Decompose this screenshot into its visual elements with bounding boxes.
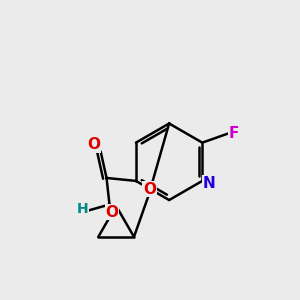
Text: O: O — [105, 205, 118, 220]
Text: O: O — [143, 182, 156, 197]
Text: O: O — [88, 137, 101, 152]
Text: N: N — [202, 176, 215, 191]
Text: H: H — [76, 202, 88, 217]
Text: F: F — [229, 126, 239, 141]
